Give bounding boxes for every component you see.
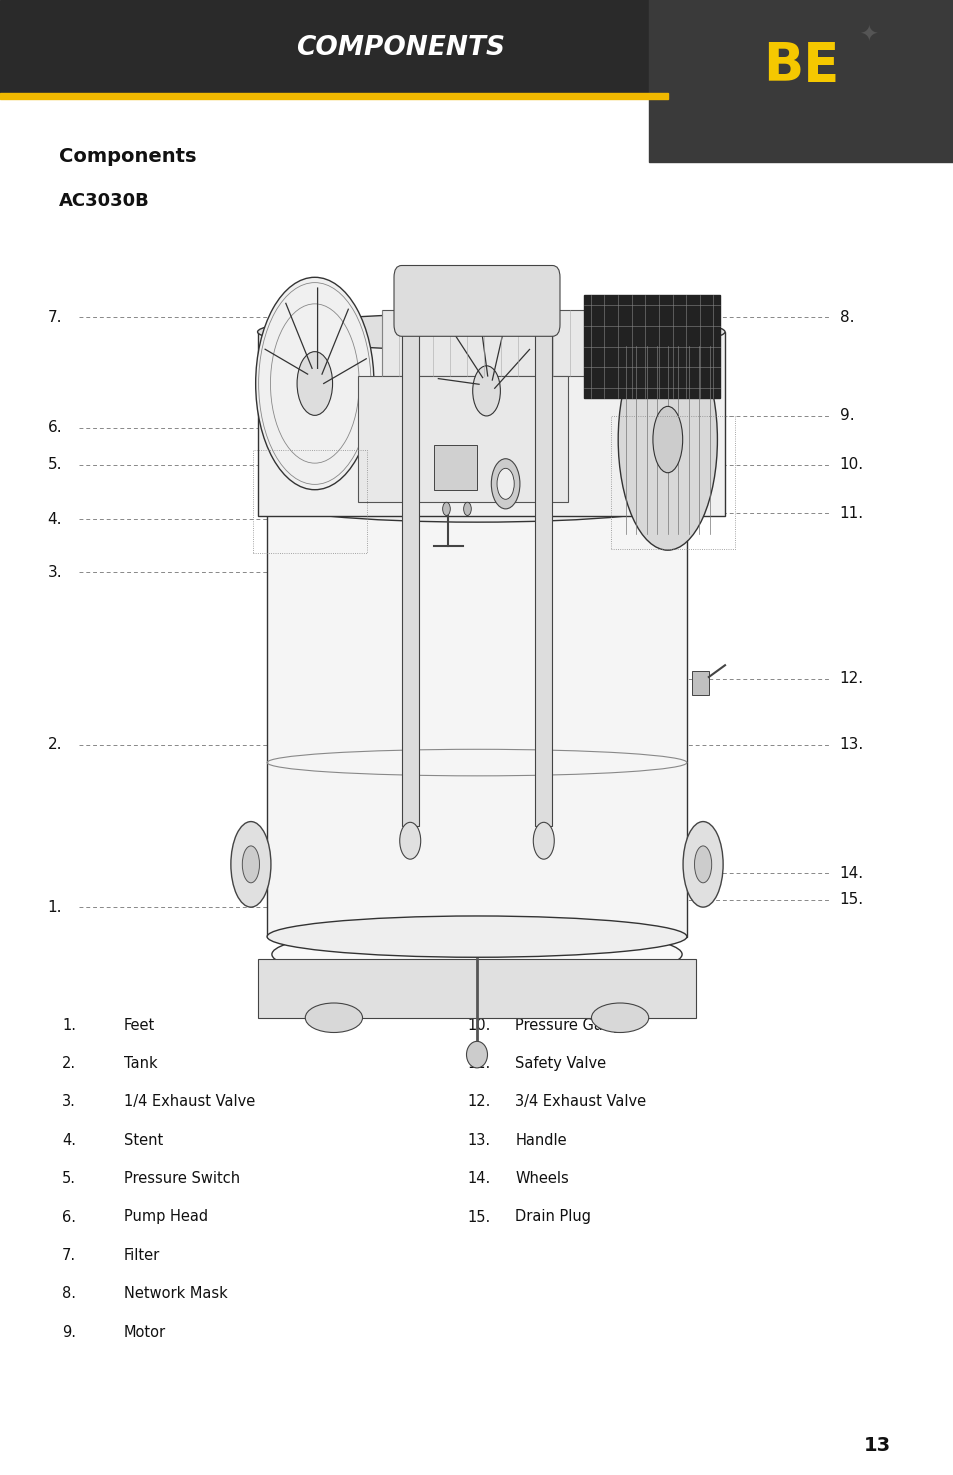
Ellipse shape — [399, 823, 420, 858]
Bar — [535, 295, 552, 826]
Bar — [401, 295, 418, 826]
Text: 1/4 Exhaust Valve: 1/4 Exhaust Valve — [124, 1094, 255, 1109]
Bar — [257, 959, 696, 1018]
Text: Feet: Feet — [124, 1018, 155, 1032]
Ellipse shape — [267, 481, 686, 522]
Bar — [267, 502, 686, 937]
Text: 13.: 13. — [467, 1133, 490, 1148]
Text: 1.: 1. — [62, 1018, 76, 1032]
Text: 15.: 15. — [467, 1210, 490, 1224]
Bar — [691, 671, 708, 695]
Ellipse shape — [255, 277, 374, 490]
Bar — [253, 450, 367, 553]
Text: 6.: 6. — [62, 1210, 76, 1224]
Text: 15.: 15. — [839, 892, 862, 907]
Bar — [583, 295, 720, 398]
Text: 13: 13 — [863, 1437, 890, 1454]
Ellipse shape — [694, 847, 711, 882]
Text: 12.: 12. — [839, 671, 862, 686]
Text: 11.: 11. — [839, 506, 862, 521]
Ellipse shape — [491, 459, 519, 509]
Text: 8.: 8. — [62, 1286, 76, 1301]
Bar — [357, 376, 567, 502]
Text: 1.: 1. — [48, 900, 62, 914]
Text: 7.: 7. — [62, 1248, 76, 1263]
Text: Network Mask: Network Mask — [124, 1286, 228, 1301]
Ellipse shape — [618, 329, 717, 550]
Bar — [257, 332, 724, 516]
Ellipse shape — [272, 926, 681, 982]
Text: 13.: 13. — [839, 738, 862, 752]
Text: BE: BE — [762, 40, 839, 91]
Text: Tank: Tank — [124, 1056, 157, 1071]
Text: 7.: 7. — [48, 310, 62, 324]
Bar — [434, 445, 476, 490]
Text: 3.: 3. — [48, 565, 62, 580]
Text: Stent: Stent — [124, 1133, 163, 1148]
Text: Wheels: Wheels — [515, 1171, 568, 1186]
Text: 14.: 14. — [467, 1171, 490, 1186]
Bar — [648, 0, 953, 162]
Ellipse shape — [272, 456, 681, 512]
Text: 9.: 9. — [62, 1325, 76, 1339]
Ellipse shape — [296, 351, 333, 416]
Bar — [0, 93, 667, 99]
Ellipse shape — [442, 502, 450, 516]
Text: 4.: 4. — [62, 1133, 76, 1148]
Text: Filter: Filter — [124, 1248, 160, 1263]
Text: 2.: 2. — [62, 1056, 76, 1071]
Ellipse shape — [305, 1003, 362, 1032]
Ellipse shape — [431, 291, 541, 491]
Text: 5.: 5. — [48, 457, 62, 472]
Ellipse shape — [591, 1003, 648, 1032]
Bar — [610, 416, 734, 549]
Text: Handle: Handle — [515, 1133, 566, 1148]
Ellipse shape — [231, 822, 271, 907]
Ellipse shape — [473, 366, 499, 416]
Ellipse shape — [497, 469, 514, 499]
Text: 6.: 6. — [48, 420, 62, 435]
Text: COMPONENTS: COMPONENTS — [295, 35, 505, 60]
Ellipse shape — [533, 823, 554, 858]
Text: 10.: 10. — [839, 457, 862, 472]
Text: 5.: 5. — [62, 1171, 76, 1186]
Ellipse shape — [682, 822, 722, 907]
Text: 14.: 14. — [839, 866, 862, 881]
Text: Pressure Gauge: Pressure Gauge — [515, 1018, 630, 1032]
Text: AC3030B: AC3030B — [59, 192, 150, 209]
Ellipse shape — [242, 847, 259, 882]
FancyBboxPatch shape — [394, 266, 559, 336]
Text: 3.: 3. — [62, 1094, 76, 1109]
Ellipse shape — [463, 502, 471, 516]
Text: Pressure Switch: Pressure Switch — [124, 1171, 240, 1186]
Text: Motor: Motor — [124, 1325, 166, 1339]
Text: 3/4 Exhaust Valve: 3/4 Exhaust Valve — [515, 1094, 645, 1109]
Bar — [381, 310, 586, 376]
Text: 10.: 10. — [467, 1018, 491, 1032]
Text: Safety Valve: Safety Valve — [515, 1056, 606, 1071]
Text: 12.: 12. — [467, 1094, 491, 1109]
Text: Pump Head: Pump Head — [124, 1210, 208, 1224]
Ellipse shape — [652, 406, 682, 472]
Ellipse shape — [466, 1041, 487, 1068]
Ellipse shape — [257, 313, 724, 350]
Ellipse shape — [267, 916, 686, 957]
Text: 9.: 9. — [839, 409, 853, 423]
Text: Components: Components — [59, 148, 196, 167]
Bar — [0, 0, 953, 96]
Text: 8.: 8. — [839, 310, 853, 324]
Text: ✦: ✦ — [858, 27, 877, 46]
Text: 2.: 2. — [48, 738, 62, 752]
Text: 4.: 4. — [48, 512, 62, 527]
Text: Drain Plug: Drain Plug — [515, 1210, 591, 1224]
Text: 11.: 11. — [467, 1056, 490, 1071]
